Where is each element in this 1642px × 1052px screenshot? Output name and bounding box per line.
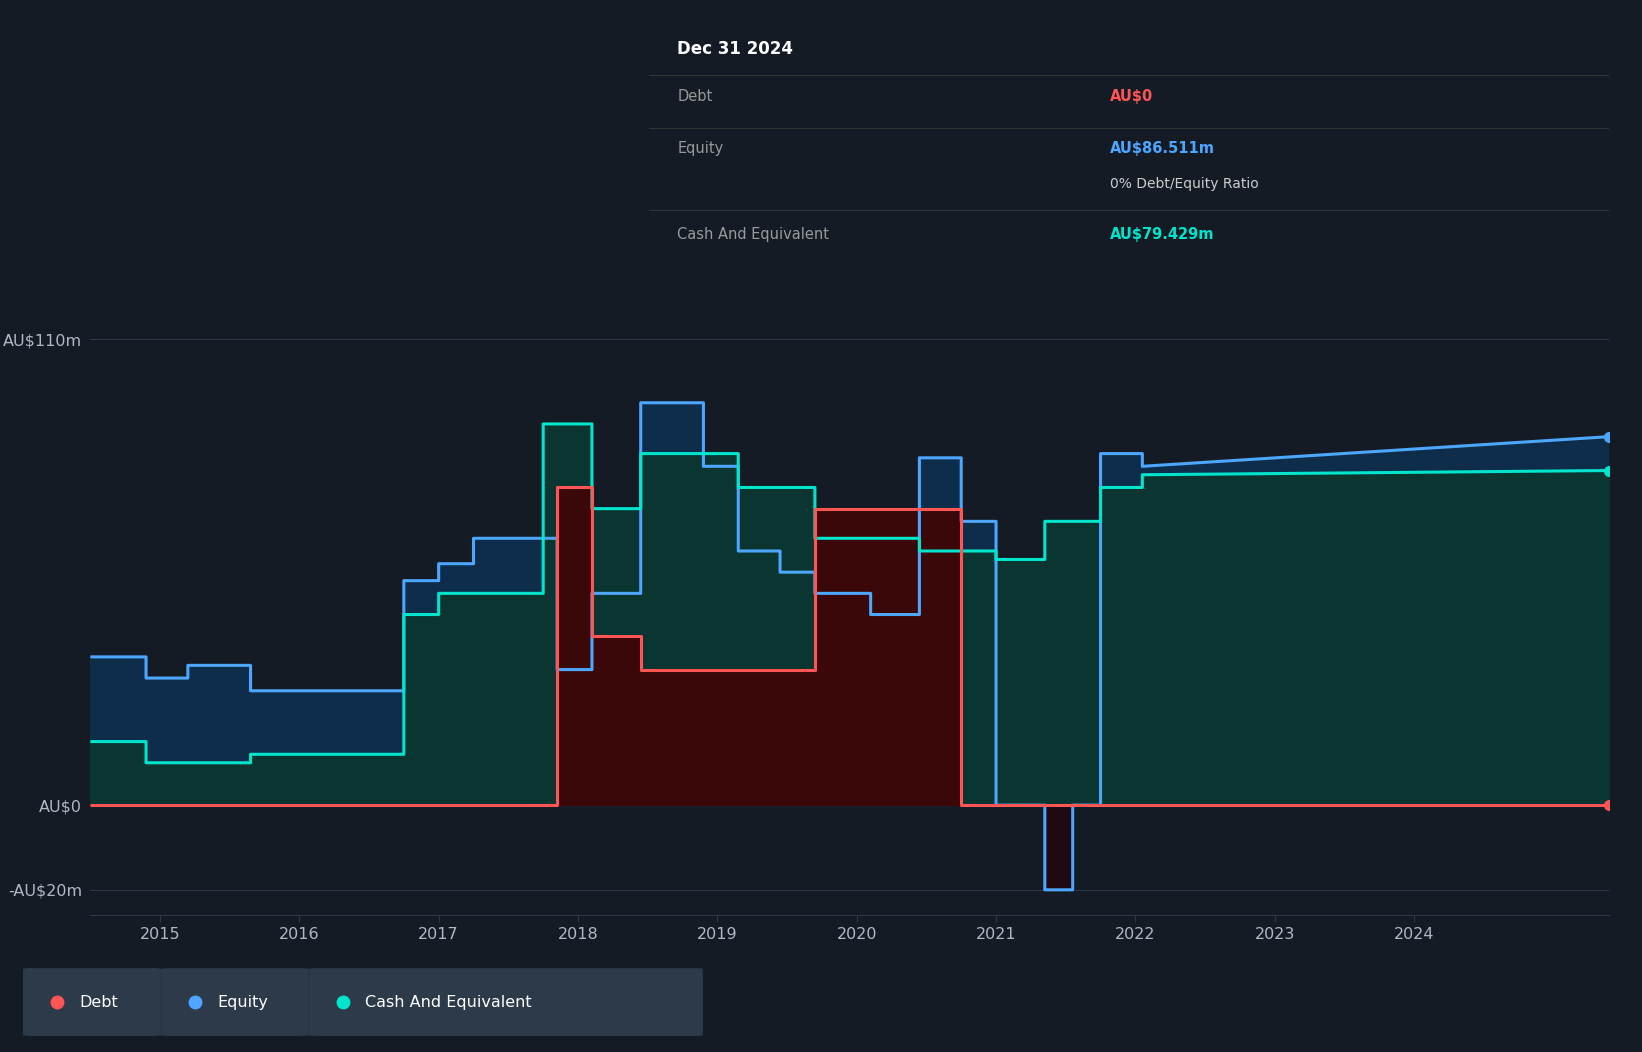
Text: AU$79.429m: AU$79.429m: [1110, 226, 1213, 242]
Text: Debt: Debt: [79, 994, 118, 1010]
FancyBboxPatch shape: [161, 968, 309, 1036]
FancyBboxPatch shape: [309, 968, 703, 1036]
FancyBboxPatch shape: [23, 968, 161, 1036]
Text: AU$86.511m: AU$86.511m: [1110, 141, 1215, 157]
Text: Debt: Debt: [678, 89, 713, 104]
Text: Equity: Equity: [217, 994, 268, 1010]
Text: AU$0: AU$0: [1110, 89, 1153, 104]
Text: Cash And Equivalent: Cash And Equivalent: [365, 994, 532, 1010]
Text: Cash And Equivalent: Cash And Equivalent: [678, 226, 829, 242]
Text: Equity: Equity: [678, 141, 724, 157]
Text: 0% Debt/Equity Ratio: 0% Debt/Equity Ratio: [1110, 178, 1258, 191]
Text: Dec 31 2024: Dec 31 2024: [678, 40, 793, 58]
